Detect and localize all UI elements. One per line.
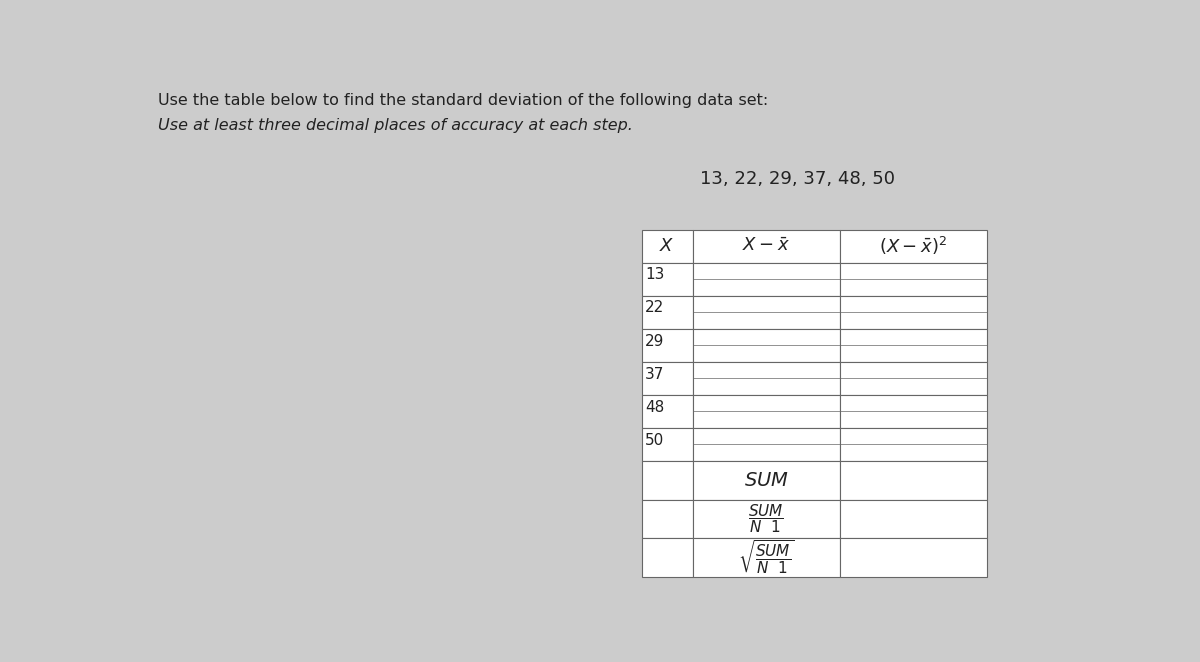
Bar: [642, 362, 692, 395]
Text: $X - \bar{x}$: $X - \bar{x}$: [742, 237, 790, 255]
Text: $\mathit{SUM}$: $\mathit{SUM}$: [744, 471, 788, 490]
Bar: [692, 500, 840, 538]
Text: 48: 48: [646, 400, 665, 415]
Bar: [692, 263, 840, 296]
Bar: [692, 461, 840, 500]
Bar: [692, 428, 840, 461]
Text: $(X - \bar{x})^2$: $(X - \bar{x})^2$: [880, 235, 947, 257]
Bar: [692, 329, 840, 362]
Bar: [692, 538, 840, 577]
Text: $X$: $X$: [659, 237, 674, 255]
Bar: [840, 395, 986, 428]
Bar: [692, 362, 840, 395]
Bar: [692, 230, 840, 263]
Bar: [840, 500, 986, 538]
Bar: [642, 395, 692, 428]
Bar: [840, 230, 986, 263]
Bar: [642, 461, 692, 500]
Bar: [840, 362, 986, 395]
Text: Use the table below to find the standard deviation of the following data set:: Use the table below to find the standard…: [157, 93, 768, 109]
Bar: [642, 263, 692, 296]
Bar: [840, 538, 986, 577]
Bar: [840, 263, 986, 296]
Bar: [840, 428, 986, 461]
Text: $\sqrt{\dfrac{SUM}{N\ \ 1}}$: $\sqrt{\dfrac{SUM}{N\ \ 1}}$: [738, 539, 794, 577]
Text: $\dfrac{SUM}{N\ \ 1}$: $\dfrac{SUM}{N\ \ 1}$: [748, 502, 784, 536]
Bar: [642, 329, 692, 362]
Bar: [692, 395, 840, 428]
Bar: [840, 296, 986, 329]
Text: Use at least three decimal places of accuracy at each step.: Use at least three decimal places of acc…: [157, 118, 632, 133]
Bar: [840, 461, 986, 500]
Text: 29: 29: [646, 334, 665, 348]
Bar: [642, 500, 692, 538]
Bar: [642, 296, 692, 329]
Text: 37: 37: [646, 367, 665, 382]
Bar: [642, 428, 692, 461]
Text: 13: 13: [646, 267, 665, 282]
Text: 13, 22, 29, 37, 48, 50: 13, 22, 29, 37, 48, 50: [700, 170, 895, 188]
Text: 50: 50: [646, 433, 665, 448]
Bar: [642, 538, 692, 577]
Text: 22: 22: [646, 301, 665, 315]
Bar: [692, 296, 840, 329]
Bar: [840, 329, 986, 362]
Bar: [642, 230, 692, 263]
